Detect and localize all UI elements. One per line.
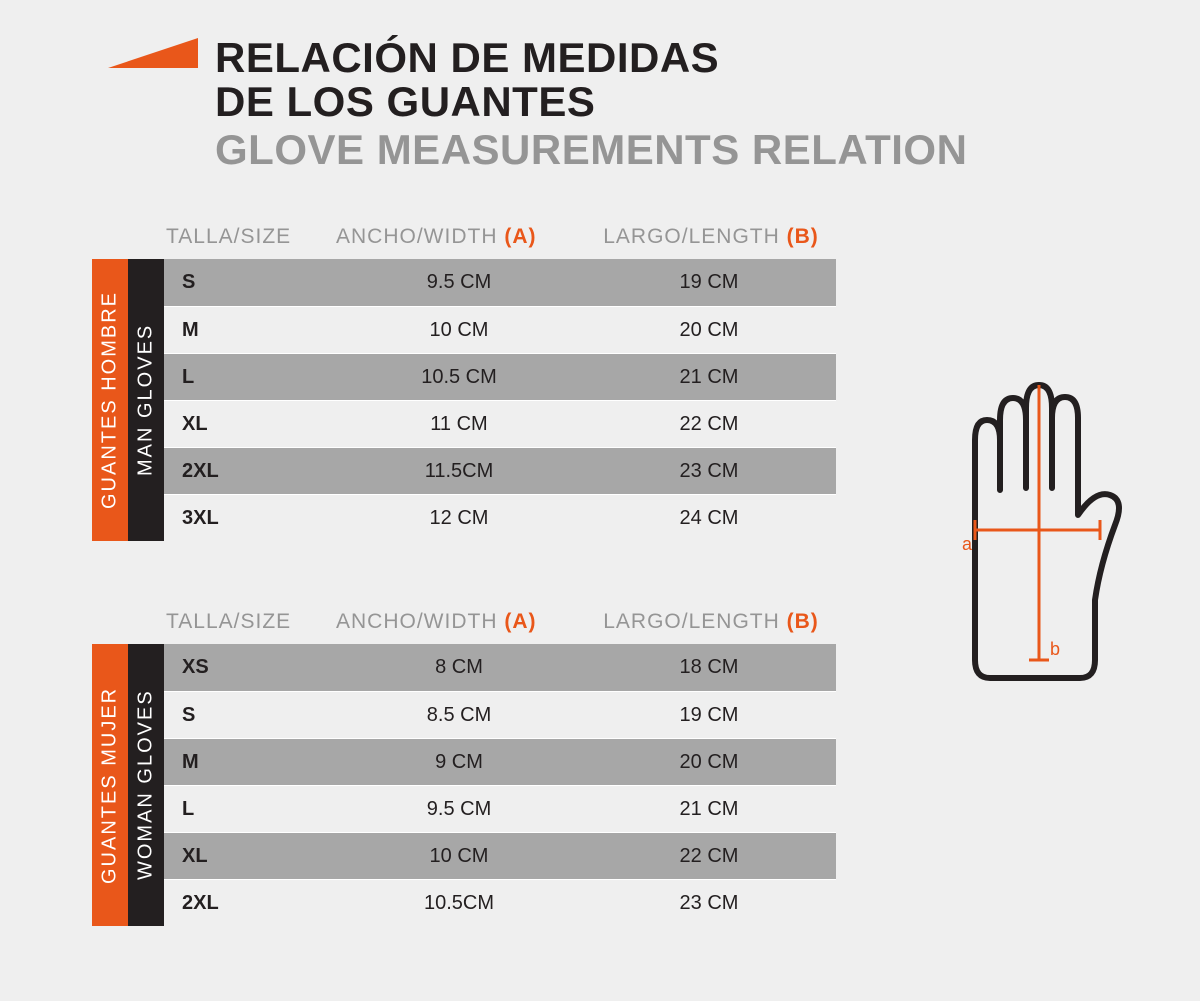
cell-length: 23 CM (584, 892, 834, 915)
table-row: L9.5 CM21 CM (164, 785, 836, 832)
table-row: XL11 CM22 CM (164, 400, 836, 447)
cell-size: S (164, 271, 334, 294)
side-label-en: MAN GLOVES (128, 259, 164, 541)
cell-length: 20 CM (584, 751, 834, 774)
cell-length: 22 CM (584, 845, 834, 868)
title-line1-es: RELACIÓN DE MEDIDAS (215, 36, 967, 80)
table-row: M9 CM20 CM (164, 738, 836, 785)
header-width: ANCHO/WIDTH (A) (336, 225, 586, 249)
cell-width: 9 CM (334, 751, 584, 774)
title-line-en: GLOVE MEASUREMENTS RELATION (215, 126, 967, 174)
side-label-es: GUANTES HOMBRE (92, 259, 128, 541)
cell-width: 10 CM (334, 319, 584, 342)
table-row: 2XL10.5CM23 CM (164, 879, 836, 926)
cell-length: 22 CM (584, 413, 834, 436)
cell-width: 9.5 CM (334, 798, 584, 821)
cell-length: 21 CM (584, 366, 834, 389)
cell-size: L (164, 798, 334, 821)
header-length: LARGO/LENGTH (B) (586, 225, 836, 249)
header-length: LARGO/LENGTH (B) (586, 610, 836, 634)
cell-size: M (164, 319, 334, 342)
cell-size: L (164, 366, 334, 389)
table-men: TALLA/SIZE ANCHO/WIDTH (A) LARGO/LENGTH … (92, 225, 836, 541)
header-size: TALLA/SIZE (166, 610, 336, 634)
cell-size: M (164, 751, 334, 774)
cell-width: 10 CM (334, 845, 584, 868)
measure-b-label: b (1050, 639, 1060, 659)
cell-length: 21 CM (584, 798, 834, 821)
cell-length: 19 CM (584, 271, 834, 294)
column-headers: TALLA/SIZE ANCHO/WIDTH (A) LARGO/LENGTH … (92, 225, 836, 249)
cell-length: 20 CM (584, 319, 834, 342)
cell-length: 19 CM (584, 704, 834, 727)
cell-width: 9.5 CM (334, 271, 584, 294)
cell-size: S (164, 704, 334, 727)
table-row: M10 CM20 CM (164, 306, 836, 353)
table-rows-women: XS8 CM18 CMS8.5 CM19 CMM9 CM20 CML9.5 CM… (164, 644, 836, 926)
side-labels-men: GUANTES HOMBRE MAN GLOVES (92, 259, 164, 541)
page-title: RELACIÓN DE MEDIDAS DE LOS GUANTES GLOVE… (215, 36, 967, 174)
column-headers: TALLA/SIZE ANCHO/WIDTH (A) LARGO/LENGTH … (92, 610, 836, 634)
cell-width: 12 CM (334, 507, 584, 530)
cell-width: 8 CM (334, 656, 584, 679)
side-label-en: WOMAN GLOVES (128, 644, 164, 926)
cell-width: 10.5CM (334, 892, 584, 915)
cell-width: 10.5 CM (334, 366, 584, 389)
cell-size: 2XL (164, 460, 334, 483)
cell-length: 24 CM (584, 507, 834, 530)
measure-a-label: a (962, 534, 973, 554)
cell-size: 2XL (164, 892, 334, 915)
table-row: XL10 CM22 CM (164, 832, 836, 879)
cell-width: 8.5 CM (334, 704, 584, 727)
table-row: 3XL12 CM24 CM (164, 494, 836, 541)
cell-size: XS (164, 656, 334, 679)
cell-width: 11.5CM (334, 460, 584, 483)
cell-size: XL (164, 845, 334, 868)
table-row: 2XL11.5CM23 CM (164, 447, 836, 494)
cell-size: XL (164, 413, 334, 436)
table-row: L10.5 CM21 CM (164, 353, 836, 400)
table-row: S9.5 CM19 CM (164, 259, 836, 306)
brand-triangle-icon (108, 38, 198, 68)
table-row: S8.5 CM19 CM (164, 691, 836, 738)
side-label-es: GUANTES MUJER (92, 644, 128, 926)
cell-length: 23 CM (584, 460, 834, 483)
cell-width: 11 CM (334, 413, 584, 436)
header-width: ANCHO/WIDTH (A) (336, 610, 586, 634)
table-row: XS8 CM18 CM (164, 644, 836, 691)
table-rows-men: S9.5 CM19 CMM10 CM20 CML10.5 CM21 CMXL11… (164, 259, 836, 541)
hand-diagram-icon: a b (920, 360, 1150, 700)
cell-length: 18 CM (584, 656, 834, 679)
cell-size: 3XL (164, 507, 334, 530)
table-women: TALLA/SIZE ANCHO/WIDTH (A) LARGO/LENGTH … (92, 610, 836, 926)
side-labels-women: GUANTES MUJER WOMAN GLOVES (92, 644, 164, 926)
title-line2-es: DE LOS GUANTES (215, 80, 967, 124)
header-size: TALLA/SIZE (166, 225, 336, 249)
